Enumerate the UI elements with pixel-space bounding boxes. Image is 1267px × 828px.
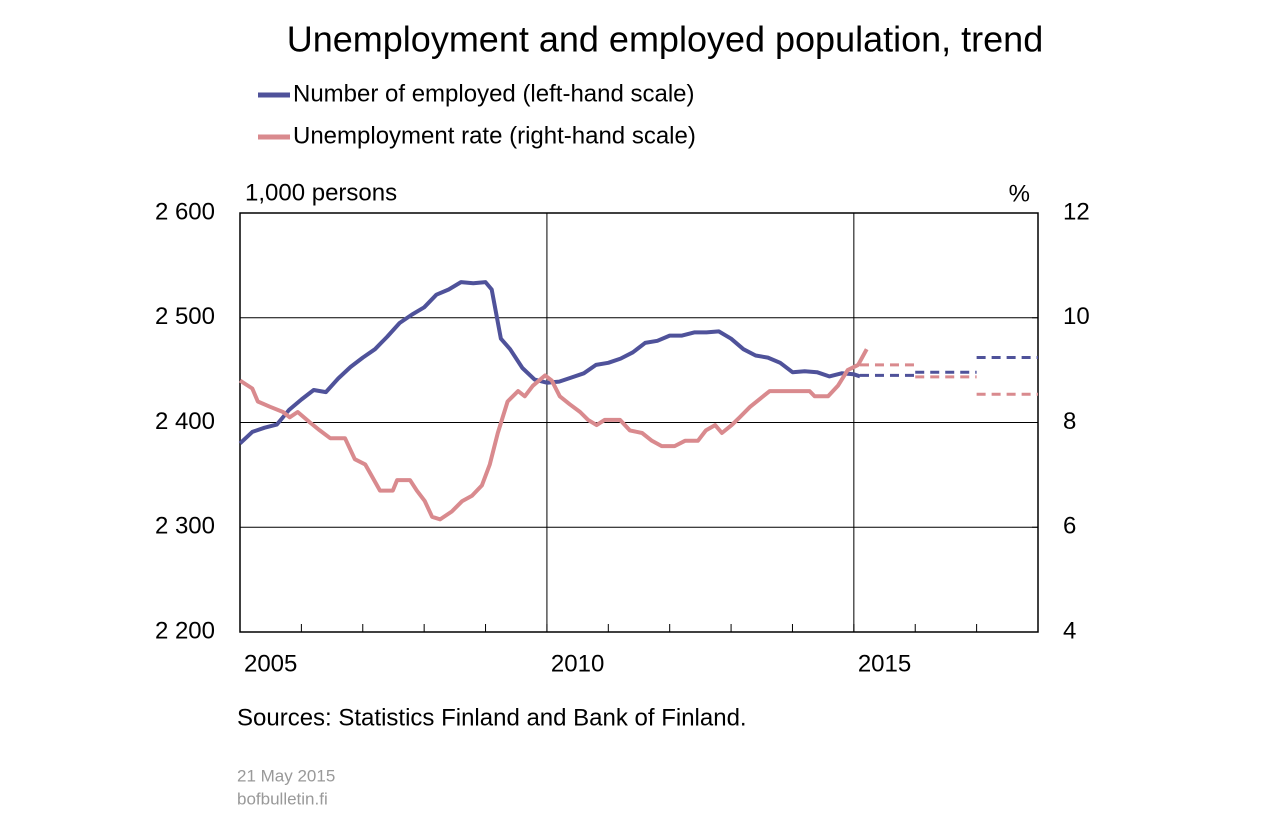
legend-label: Number of employed (left-hand scale)	[293, 80, 695, 107]
y2-axis-label: %	[1009, 180, 1030, 207]
site: bofbulletin.fi	[237, 789, 328, 808]
y-tick-label: 2 300	[155, 513, 215, 540]
y2-tick-label: 4	[1063, 617, 1076, 644]
plot-frame	[239, 212, 1039, 633]
chart-title: Unemployment and employed population, tr…	[287, 19, 1043, 60]
y-tick-label: 2 200	[155, 617, 215, 644]
x-tick-label: 2015	[858, 650, 911, 677]
series-line	[238, 280, 861, 445]
y2-tick-label: 12	[1063, 198, 1090, 225]
source: Sources: Statistics Finland and Bank of …	[237, 704, 747, 731]
y2-tick-label: 6	[1063, 513, 1076, 540]
y-axis-label: 1,000 persons	[245, 179, 397, 206]
series-line	[238, 348, 869, 522]
y-tick-label: 2 500	[155, 303, 215, 330]
y-tick-label: 2 600	[155, 198, 215, 225]
y2-tick-label: 10	[1063, 303, 1090, 330]
x-tick-label: 2005	[244, 650, 297, 677]
date: 21 May 2015	[237, 766, 335, 785]
y-tick-label: 2 400	[155, 408, 215, 435]
legend-label: Unemployment rate (right-hand scale)	[293, 122, 696, 149]
y2-tick-label: 8	[1063, 408, 1076, 435]
x-tick-label: 2010	[551, 650, 604, 677]
